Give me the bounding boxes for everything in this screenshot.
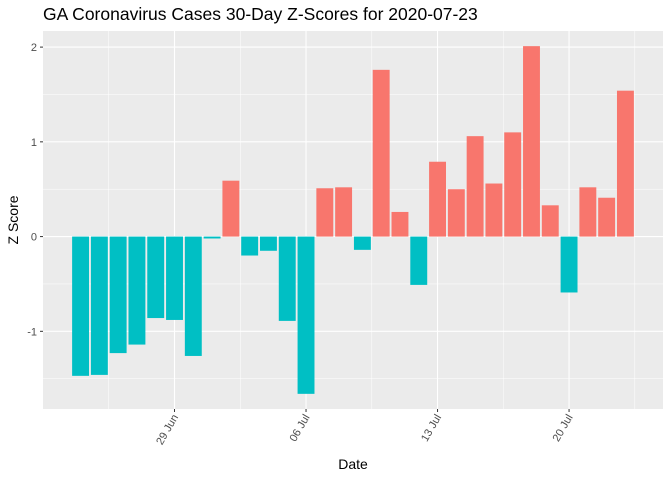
bar (541, 205, 559, 237)
bar (147, 236, 165, 319)
y-tick-label: 0 (31, 232, 37, 244)
bar (203, 236, 221, 239)
y-axis-title: Z Score (5, 195, 21, 244)
bar (260, 236, 277, 251)
bars (72, 46, 634, 394)
bar (72, 236, 90, 376)
bar (616, 90, 634, 237)
bar (598, 197, 616, 237)
bar (485, 183, 503, 237)
bar (241, 236, 259, 256)
x-tick-label: 06 Jul (288, 413, 313, 444)
x-tick-label: 20 Jul (551, 413, 576, 444)
bar (523, 46, 540, 237)
bar (466, 136, 484, 237)
bar (128, 236, 146, 345)
bar (166, 236, 183, 320)
x-tick-label: 29 Jun (154, 413, 181, 448)
minor-gridlines (43, 31, 663, 409)
bar (184, 236, 202, 356)
x-tick-label: 13 Jul (419, 413, 444, 444)
bar (90, 236, 108, 375)
bar (278, 236, 296, 321)
bar (410, 236, 428, 285)
bar (109, 236, 127, 354)
bar (504, 132, 522, 237)
plot-panel (43, 31, 663, 409)
y-tick-label: 2 (31, 42, 37, 54)
chart-title: GA Coronavirus Cases 30-Day Z-Scores for… (43, 4, 478, 24)
bar (222, 180, 240, 237)
bar (429, 161, 446, 237)
bar (372, 69, 390, 237)
bar (560, 236, 578, 293)
bar (297, 236, 315, 394)
y-tick-label: 1 (31, 137, 37, 149)
bar (316, 188, 334, 237)
bar (447, 189, 465, 237)
bar (579, 187, 597, 237)
bar (353, 236, 371, 250)
bar (335, 187, 353, 237)
x-axis-title: Date (338, 456, 368, 472)
bar (391, 211, 409, 237)
x-axis: 29 Jun 06 Jul 13 Jul 20 Jul (154, 409, 576, 448)
y-axis: -1 0 1 2 (27, 42, 43, 338)
y-tick-label: -1 (27, 326, 37, 338)
